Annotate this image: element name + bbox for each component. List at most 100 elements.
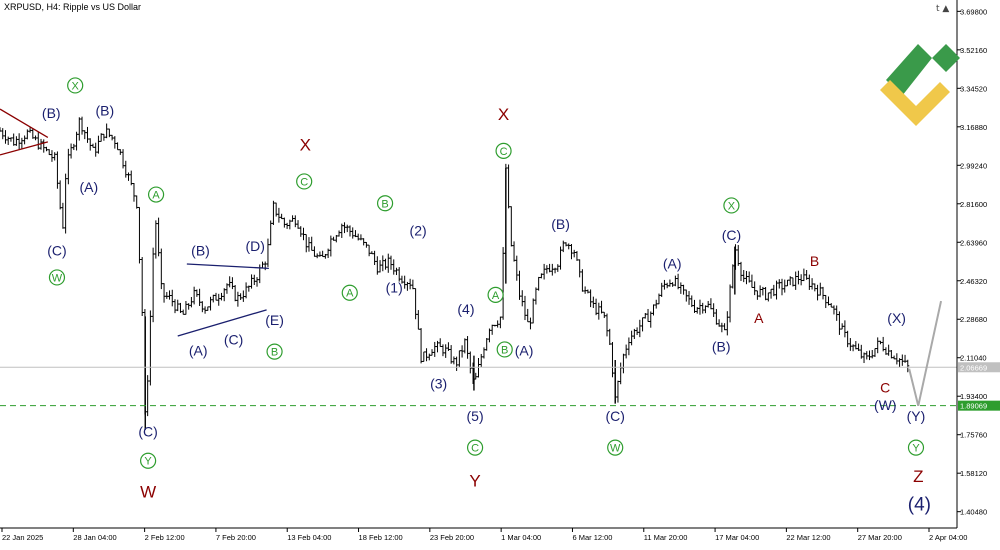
wave-label: (C): [47, 242, 66, 258]
trendline: [177, 309, 267, 337]
wave-label: C: [300, 176, 308, 188]
wave-label: (D): [245, 238, 264, 254]
wave-label-circle: [48, 269, 66, 286]
wave-label: (A): [80, 179, 99, 195]
price-tick-label: 1.75760: [960, 431, 987, 440]
logo-green-chevron: [886, 44, 960, 96]
time-tick-label: 13 Feb 04:00: [287, 533, 331, 542]
wave-label: B: [810, 253, 819, 269]
wave-label: (3): [430, 375, 447, 391]
wave-label: (A): [515, 343, 534, 359]
wave-label: A: [754, 310, 764, 326]
wave-label-circle: [147, 186, 165, 203]
time-tick-label: 27 Mar 20:00: [858, 533, 902, 542]
wave-label: B: [271, 347, 278, 359]
trendline: [186, 263, 269, 270]
price-tick-label: 3.16880: [960, 123, 987, 132]
support-price-tag-bg: [958, 400, 1000, 411]
time-tick-label: 1 Mar 04:00: [501, 533, 541, 542]
logo-yellow-chevron: [880, 80, 950, 126]
wave-label: (B): [95, 103, 114, 119]
wave-label: (B): [191, 242, 210, 258]
time-tick-label: 7 Feb 20:00: [216, 533, 256, 542]
wave-label: (4): [908, 495, 931, 516]
wave-label: X: [300, 136, 311, 155]
time-tick-label: 17 Mar 04:00: [715, 533, 759, 542]
wave-label: (W): [874, 397, 897, 413]
wave-label: (4): [457, 301, 474, 317]
wave-label-circle: [296, 173, 313, 190]
support-price-tag: 1.89069: [960, 402, 987, 411]
time-tick-label: 11 Mar 20:00: [644, 533, 688, 542]
forecast-projection-line: [908, 300, 943, 407]
price-tick-label: 3.52160: [960, 46, 987, 55]
price-tick-label: 2.81600: [960, 200, 987, 209]
wave-label-circle: [487, 286, 504, 304]
wave-label: A: [152, 190, 160, 202]
time-tick-label: 2 Feb 12:00: [145, 533, 185, 542]
wave-label-circle: [67, 77, 84, 94]
wave-label: Y: [912, 443, 920, 455]
trendline: [0, 108, 49, 139]
wave-label: W: [610, 443, 621, 455]
price-tick-label: 1.40480: [960, 508, 987, 517]
current-price-tag: 2.06669: [960, 363, 987, 372]
wave-label-circle: [607, 439, 624, 456]
wave-label: Z: [913, 467, 923, 486]
wave-label: Y: [144, 456, 152, 468]
wave-label-circle: [496, 341, 513, 358]
wave-label: C: [471, 443, 479, 455]
time-tick-label: 22 Jan 2025: [2, 533, 43, 542]
annotations-layer: (B) X (B) (A) (C) W A (C) Y W (B) (D) (A) (C) (E) B X C B A…: [42, 77, 931, 516]
candles-layer: [0, 116, 910, 430]
symbol-title: XRPUSD, H4: Ripple vs US Dollar: [4, 2, 142, 12]
wave-label: C: [880, 380, 890, 396]
wave-label: (B): [42, 105, 61, 121]
wave-label: W: [140, 482, 156, 501]
time-tick-label: 2 Apr 04:00: [929, 533, 967, 542]
graduation-cap-icon[interactable]: ▲: [942, 4, 950, 14]
brand-logo: [880, 44, 960, 126]
wave-label: A: [492, 290, 500, 302]
wave-label: (C): [138, 423, 157, 439]
trendline: [0, 141, 49, 156]
wave-label: (A): [663, 255, 682, 271]
wave-label: C: [500, 146, 508, 158]
time-tick-label: 28 Jan 04:00: [73, 533, 116, 542]
price-tick-label: 2.11040: [960, 354, 987, 363]
wave-label: (C): [722, 227, 741, 243]
wave-label: (Y): [907, 408, 926, 424]
wave-label: A: [346, 288, 354, 300]
wave-label: X: [72, 80, 80, 92]
wave-label-circle: [376, 195, 394, 212]
wave-label: (E): [265, 312, 284, 328]
price-tick-label: 2.99240: [960, 161, 987, 170]
text-tool-icon[interactable]: t: [936, 4, 940, 14]
wave-label: Y: [469, 472, 480, 491]
wave-label-circle: [140, 452, 157, 469]
wave-label-circle: [466, 439, 484, 456]
wave-label: (A): [189, 343, 208, 359]
time-tick-label: 22 Mar 12:00: [786, 533, 830, 542]
wave-label: (X): [887, 310, 906, 326]
wave-label-circle: [341, 284, 358, 301]
price-tick-label: 2.28680: [960, 315, 987, 324]
wave-label: (5): [467, 408, 484, 424]
wave-label: (B): [551, 216, 570, 232]
time-axis: 22 Jan 2025 28 Jan 04:00 2 Feb 12:00 7 Feb …: [0, 527, 967, 542]
current-price-tag-bg: [958, 362, 1000, 373]
time-tick-label: 18 Feb 12:00: [359, 533, 403, 542]
price-tick-label: 3.34520: [960, 84, 987, 93]
wave-label-circle: [266, 343, 283, 360]
wave-label-circle: [723, 197, 740, 214]
wave-label: B: [381, 198, 388, 210]
wave-label-circle: [907, 439, 925, 456]
price-tick-label: 1.58120: [960, 469, 987, 478]
time-tick-label: 23 Feb 20:00: [430, 533, 474, 542]
wave-label: (C): [605, 408, 624, 424]
wave-label: (2): [410, 223, 427, 239]
corner-toolbar[interactable]: t ▲: [936, 4, 949, 14]
